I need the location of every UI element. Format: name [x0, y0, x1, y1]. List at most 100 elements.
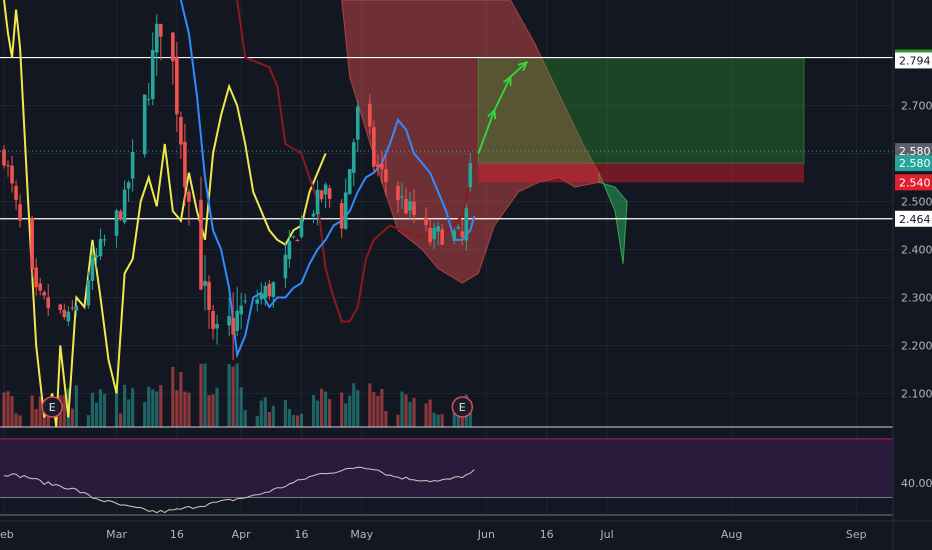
candle — [114, 208, 119, 248]
volume-bar — [384, 411, 388, 427]
arrow-head — [517, 60, 529, 72]
volume-bar — [98, 389, 103, 427]
candle — [203, 255, 207, 311]
candle — [368, 94, 372, 135]
volume-bar — [10, 396, 14, 427]
price-tick-label: 2.300 — [901, 291, 932, 304]
volume-bar — [30, 395, 34, 427]
candle-body — [408, 201, 412, 211]
candle — [452, 227, 457, 244]
earnings-circle — [451, 396, 474, 418]
candle-body — [412, 201, 416, 216]
position-target-zone[interactable] — [477, 57, 805, 164]
candle-body — [380, 163, 384, 170]
arrow-shaft — [509, 61, 528, 78]
volume-bar — [344, 403, 348, 427]
volume-bar — [46, 409, 50, 427]
candle-body — [432, 227, 436, 240]
candle-body — [38, 283, 42, 291]
volume-bar — [348, 395, 352, 427]
candle-body — [227, 316, 231, 326]
candle — [384, 155, 388, 196]
candle-body — [468, 163, 473, 188]
candle-body — [327, 188, 332, 199]
time-axis[interactable]: Feb Mar 16 Apr 16 May Jun 16 Jul Aug Sep — [0, 520, 932, 541]
horizontal-lines[interactable] — [0, 56, 893, 428]
candle-body — [74, 305, 79, 311]
volume-bar — [114, 388, 119, 427]
candle — [6, 160, 10, 177]
candle — [372, 120, 376, 174]
drawn-arrows[interactable] — [477, 60, 529, 154]
candle — [460, 219, 465, 246]
candle — [283, 241, 288, 289]
candle — [440, 223, 444, 245]
candle-body — [14, 185, 18, 200]
candle-body — [18, 204, 22, 221]
candle-body — [231, 317, 235, 335]
price-tick-label: 2.200 — [901, 339, 932, 352]
candle — [235, 287, 239, 337]
volume-bar — [34, 409, 38, 427]
candle-body — [267, 283, 272, 297]
volume-bar — [199, 363, 203, 427]
candle-body — [291, 236, 296, 238]
candle-body — [323, 184, 328, 195]
volume-bar — [263, 397, 267, 427]
time-tick-label: 16 — [170, 528, 184, 541]
candle-body — [46, 297, 51, 309]
candle — [14, 180, 18, 211]
position-stop-zone[interactable] — [478, 163, 804, 183]
price-badge: 2.540 — [895, 174, 932, 191]
candle — [187, 188, 191, 226]
candle-body — [98, 238, 103, 257]
candle — [400, 182, 404, 210]
candle-body — [319, 190, 324, 200]
volume-bar — [368, 383, 372, 427]
candle-body — [211, 310, 215, 329]
volume-bar — [215, 387, 219, 427]
candle — [464, 203, 469, 251]
price-tick-label: 2.500 — [901, 196, 932, 209]
time-tick-label: 16 — [540, 528, 554, 541]
candle — [355, 100, 360, 152]
price-badge: 2.794 — [895, 52, 932, 69]
price-badge-label: 2.464 — [899, 213, 931, 226]
volume-bar — [151, 389, 155, 427]
candle-body — [86, 280, 91, 306]
volume-bar — [287, 409, 292, 427]
rsi-line — [3, 466, 475, 514]
rsi-tick-label: 40.00 — [901, 477, 932, 490]
candle — [255, 289, 260, 312]
candle — [179, 111, 183, 160]
candle — [239, 292, 243, 329]
candle-body — [372, 127, 376, 167]
earnings-marker[interactable]: E — [451, 396, 474, 418]
volume-bar — [18, 415, 22, 427]
candlesticks — [2, 14, 473, 361]
price-badge-label: 2.540 — [899, 176, 931, 189]
candle-body — [295, 239, 300, 242]
long-position-tool[interactable] — [477, 57, 805, 183]
volume-bar — [183, 391, 187, 427]
candle — [90, 245, 95, 291]
candle-body — [58, 304, 63, 310]
earnings-marker[interactable]: E — [41, 396, 63, 418]
volume-bar — [372, 392, 376, 427]
candle-body — [456, 226, 461, 229]
candle-body — [158, 23, 163, 37]
volume-bar — [283, 400, 287, 427]
price-badge: 2.464 — [895, 210, 932, 227]
candle — [343, 178, 348, 230]
trend-arrow[interactable] — [509, 60, 529, 78]
candle — [74, 300, 79, 317]
candle — [319, 189, 324, 203]
volume-bar — [62, 394, 66, 427]
volume-bar — [147, 386, 151, 427]
candle — [175, 42, 179, 132]
time-tick-label: Jun — [477, 528, 495, 541]
volume-bar — [143, 402, 147, 427]
